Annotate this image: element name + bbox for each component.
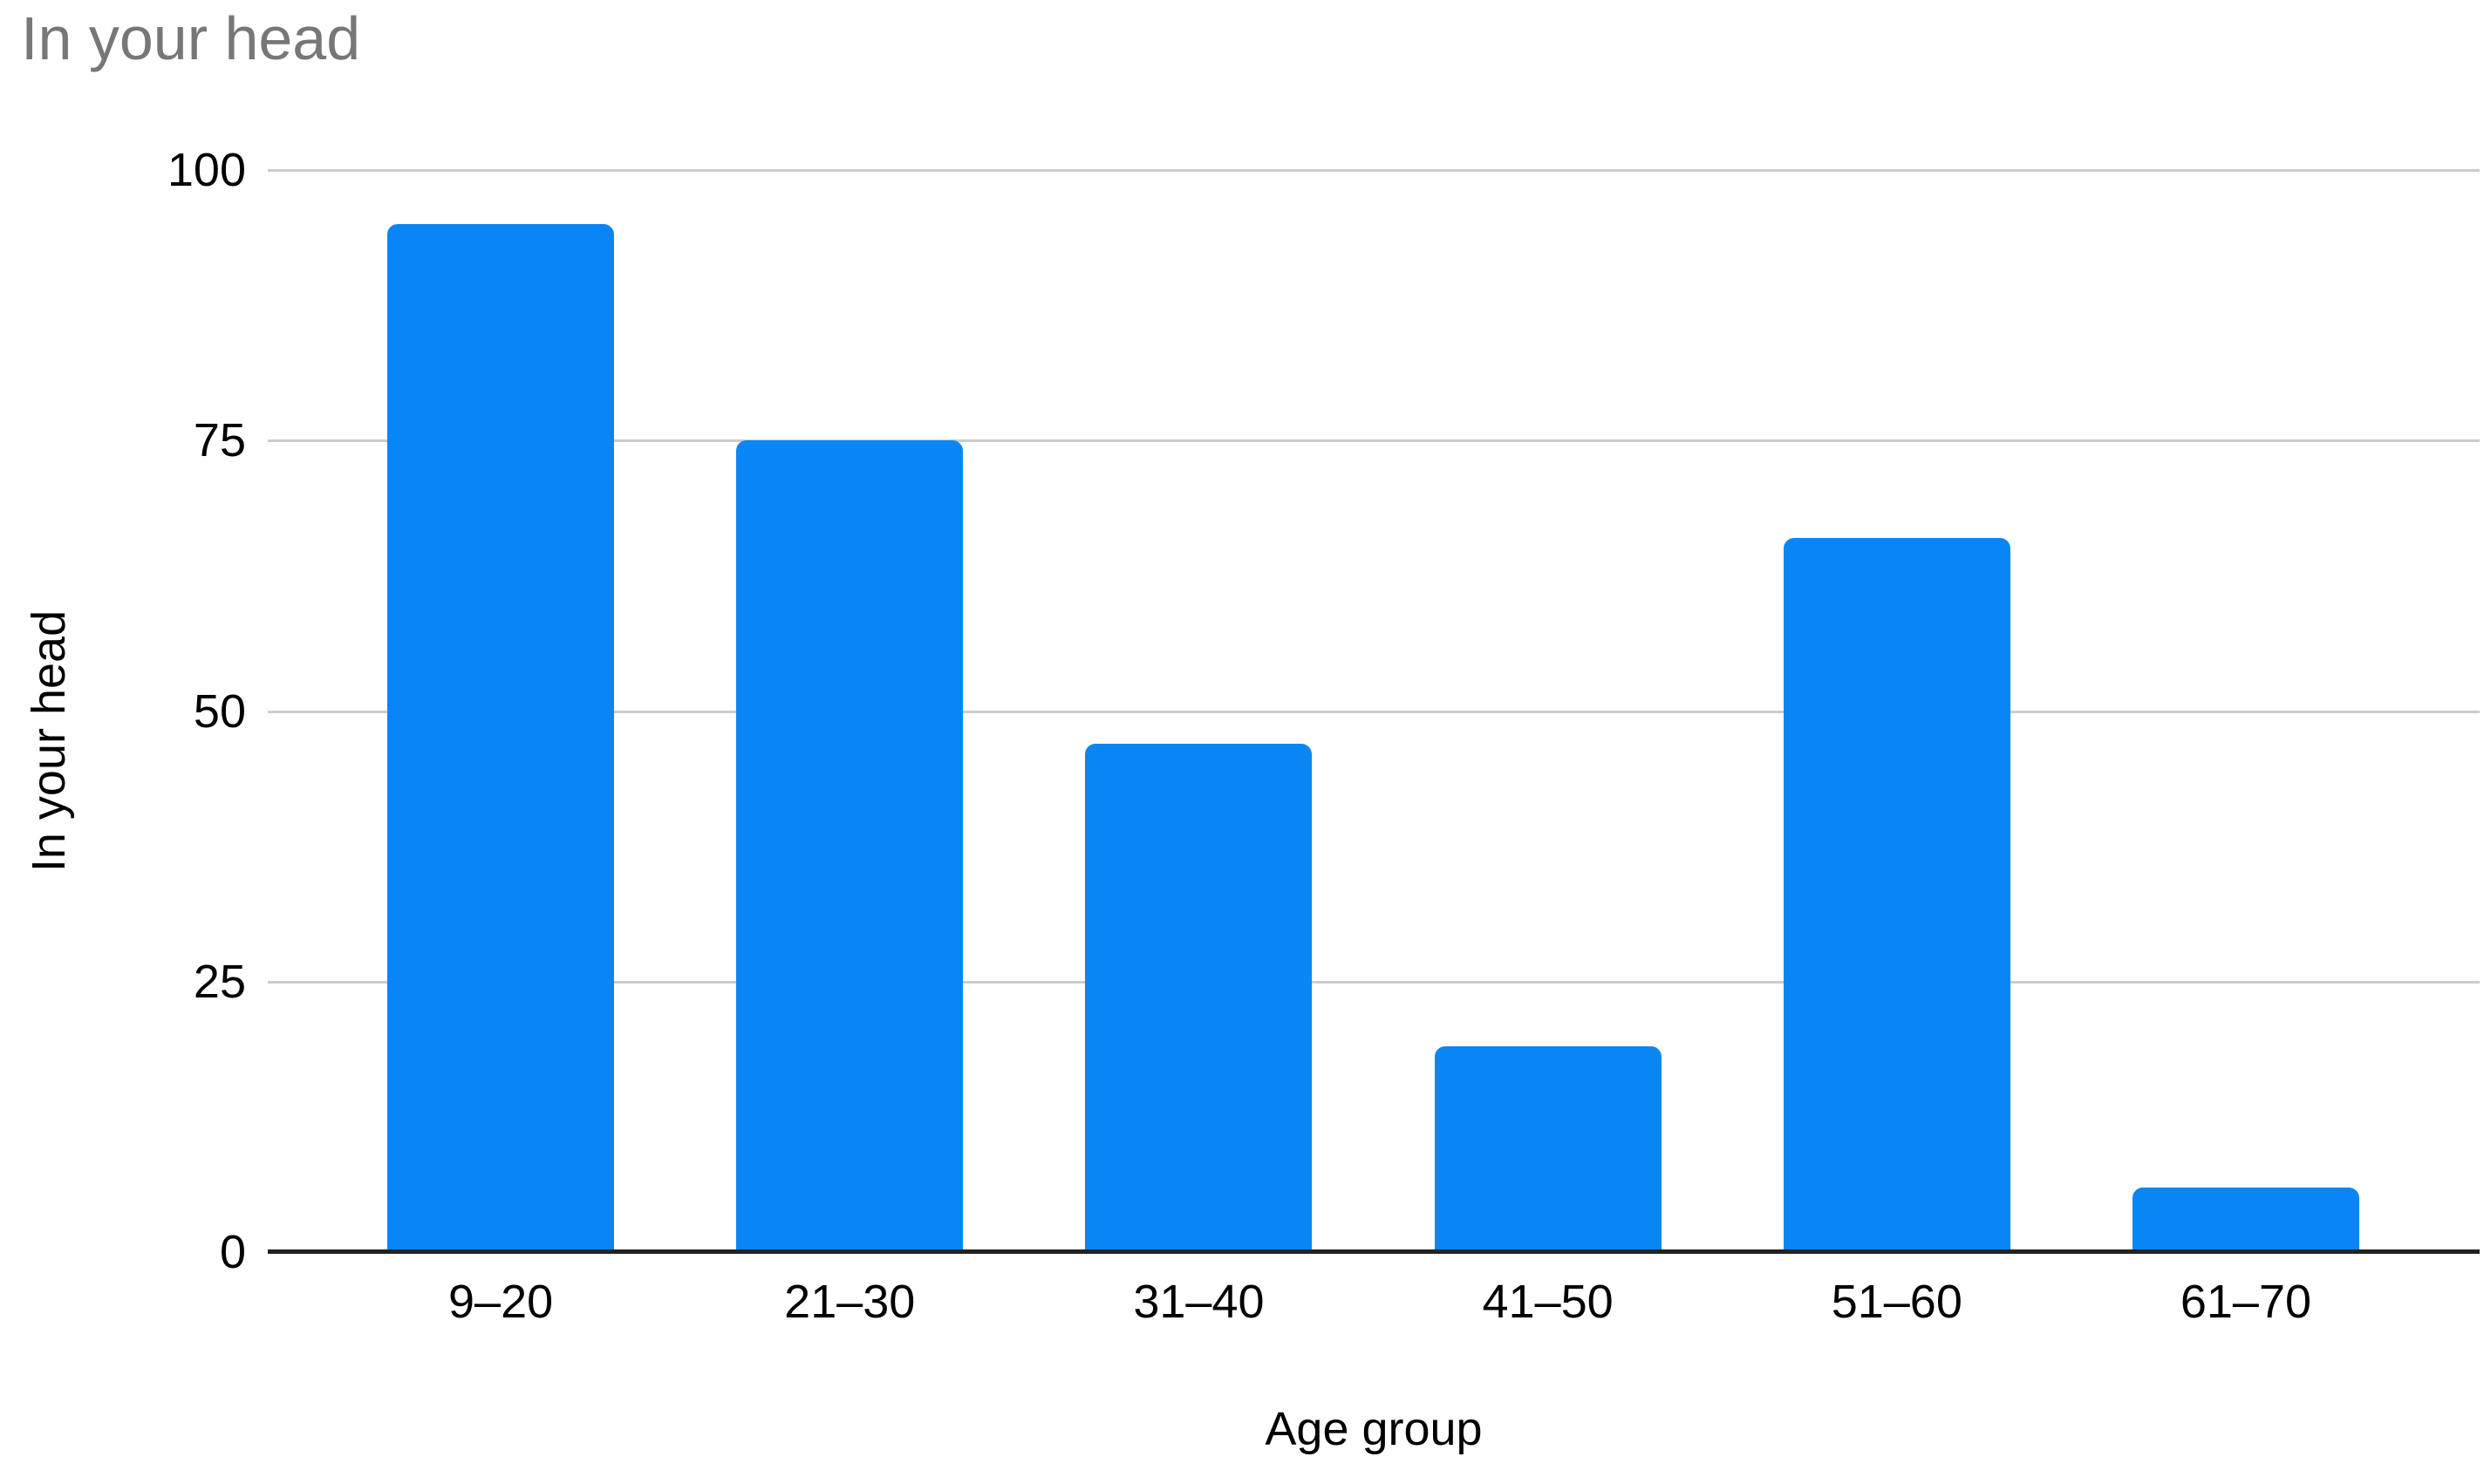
bar-slot-51–60 <box>1723 170 2071 1252</box>
y-tick-label-75: 75 <box>193 414 246 467</box>
gridline-75 <box>268 439 2480 443</box>
bar-slot-31–40 <box>1024 170 1373 1252</box>
bar-61–70[interactable] <box>2132 1187 2359 1252</box>
plot-area <box>268 169 2480 1254</box>
x-axis-line <box>268 1249 2480 1254</box>
bar-slot-41–50 <box>1374 170 1723 1252</box>
bar-slot-9–20 <box>326 170 675 1252</box>
bar-21–30[interactable] <box>736 440 964 1252</box>
x-tick-label-41–50: 41–50 <box>1482 1276 1614 1328</box>
bars-band <box>326 170 2420 1252</box>
bar-51–60[interactable] <box>1783 537 2010 1252</box>
y-tick-label-50: 50 <box>193 684 246 738</box>
x-tick-label-51–60: 51–60 <box>1831 1276 1962 1328</box>
gridline-100 <box>268 169 2480 172</box>
bar-41–50[interactable] <box>1434 1046 1662 1252</box>
y-tick-label-25: 25 <box>193 955 246 1008</box>
x-axis-title: Age group <box>1265 1403 1483 1455</box>
x-tick-label-21–30: 21–30 <box>784 1276 916 1328</box>
x-tick-label-31–40: 31–40 <box>1133 1276 1265 1328</box>
bar-31–40[interactable] <box>1085 743 1313 1252</box>
x-tick-label-61–70: 61–70 <box>2180 1276 2312 1328</box>
y-tick-label-100: 100 <box>167 144 246 196</box>
x-tick-label-9–20: 9–20 <box>448 1276 554 1328</box>
chart-title: In your head <box>21 4 361 72</box>
gridline-50 <box>268 710 2480 713</box>
bar-9–20[interactable] <box>387 224 615 1252</box>
y-tick-label-0: 0 <box>219 1226 246 1278</box>
x-axis-tick-labels: 9–20 21–30 31–40 41–50 51–60 61–70 <box>326 1275 2420 1329</box>
bar-slot-61–70 <box>2071 170 2420 1252</box>
bar-slot-21–30 <box>675 170 1024 1252</box>
gridline-25 <box>268 980 2480 984</box>
y-axis-tick-labels: 0 25 50 75 100 <box>0 144 246 1278</box>
